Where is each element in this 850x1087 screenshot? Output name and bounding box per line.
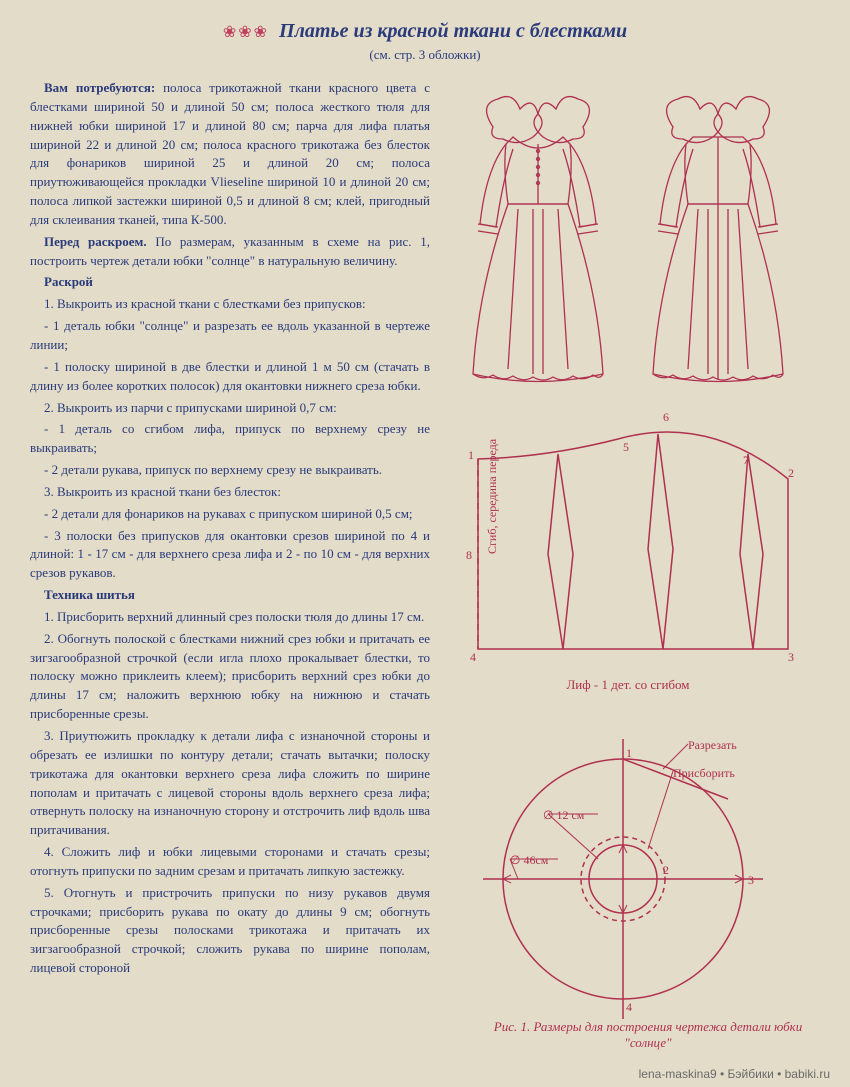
sew-step-2: 2. Обогнуть полоской с блестками нижний … [30, 630, 430, 724]
subtitle: (см. стр. 3 обложки) [30, 47, 820, 63]
sew-step-3: 3. Приутюжить прокладку к детали лифа с … [30, 727, 430, 840]
bodice-pattern: 1 2 3 4 5 6 7 8 Сгиб, середина переда [448, 399, 808, 689]
footer-credit: lena-maskina9 • Бэйбики • babiki.ru [639, 1067, 830, 1081]
circle-pt-2: 2 [663, 863, 669, 877]
title-row: ❀❀❀ Платье из красной ткани с блестками [30, 20, 820, 43]
bodice-pt-7: 7 [743, 453, 749, 467]
cut-step-2b: - 2 детали рукава, припуск по верхнему с… [30, 461, 430, 480]
page-title: Платье из красной ткани с блестками [279, 20, 627, 42]
cut-step-2a: - 1 деталь со сгибом лифа, припуск по ве… [30, 420, 430, 458]
bodice-fold-label: Сгиб, середина переда [485, 438, 499, 554]
circle-pt-3: 3 [748, 873, 754, 887]
circle-outer-dia: ∅ 46см [510, 853, 549, 867]
title-ornament: ❀❀❀ [223, 24, 269, 41]
materials-heading: Вам потребуются: [44, 80, 155, 95]
cutting-heading: Раскрой [44, 274, 93, 289]
circle-pt-4: 4 [626, 1000, 632, 1014]
circle-cut-label: Разрезать [688, 738, 737, 752]
cut-step-2: 2. Выкроить из парчи с припусками ширино… [30, 399, 430, 418]
materials-text: полоса трикотажной ткани красного цвета … [30, 80, 430, 227]
bodice-pt-4: 4 [470, 650, 476, 664]
cut-step-1a: - 1 деталь юбки "солнце" и разрезать ее … [30, 317, 430, 355]
diagrams-column: 1 2 3 4 5 6 7 8 Сгиб, середина переда Ли… [448, 79, 820, 1029]
dress-illustration [448, 79, 808, 399]
bodice-pt-2: 2 [788, 466, 794, 480]
sew-step-1: 1. Присборить верхний длинный срез полос… [30, 608, 430, 627]
bodice-pt-8: 8 [466, 548, 472, 562]
skirt-circle-pattern: Разрезать Присборить ∅ 12 см ∅ 46см 1 2 … [448, 709, 818, 1019]
cut-step-1: 1. Выкроить из красной ткани с блестками… [30, 295, 430, 314]
sew-step-5: 5. Отогнуть и пристрочить припуски по ни… [30, 884, 430, 978]
sew-step-4: 4. Сложить лиф и юбки лицевыми сторонами… [30, 843, 430, 881]
precut-heading: Перед раскроем. [44, 234, 147, 249]
bodice-pt-3: 3 [788, 650, 794, 664]
circle-caption: Рис. 1. Размеры для построения чертежа д… [488, 1019, 808, 1051]
cut-step-3a: - 2 детали для фонариков на рукавах с пр… [30, 505, 430, 524]
circle-gather-label: Присборить [673, 766, 735, 780]
cut-step-1b: - 1 полоску шириной в две блестки и длин… [30, 358, 430, 396]
circle-pt-1: 1 [626, 746, 632, 760]
bodice-pt-6: 6 [663, 410, 669, 424]
bodice-pt-1: 1 [468, 448, 474, 462]
cut-step-3: 3. Выкроить из красной ткани без блесток… [30, 483, 430, 502]
cut-step-3b: - 3 полоски без припусков для окантовки … [30, 527, 430, 584]
sewing-heading: Техника шитья [44, 587, 135, 602]
bodice-pt-5: 5 [623, 440, 629, 454]
bodice-caption: Лиф - 1 дет. со сгибом [448, 677, 808, 693]
instructions-column: Вам потребуются: полоса трикотажной ткан… [30, 79, 430, 1029]
